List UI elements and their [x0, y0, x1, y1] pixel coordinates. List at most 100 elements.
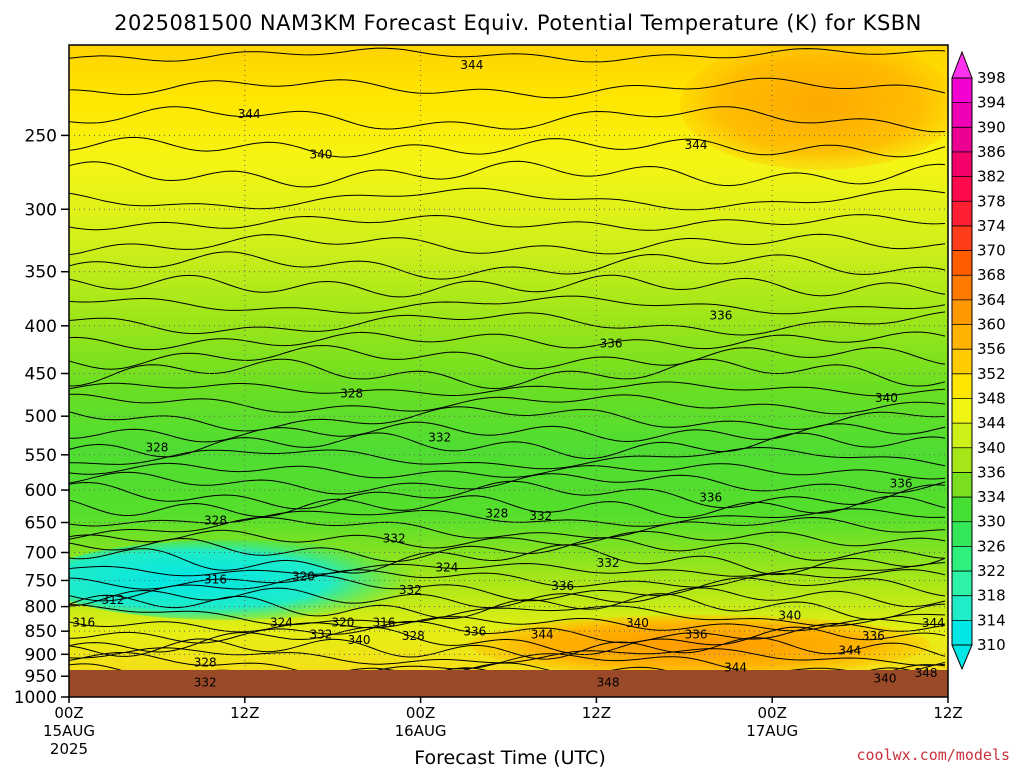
- colorbar-label: 330: [977, 513, 1006, 531]
- contour-label-text: 328: [194, 655, 217, 669]
- colorbar-segment: [952, 472, 972, 498]
- contour-label: 328: [194, 655, 217, 669]
- colorbar-segment: [952, 151, 972, 178]
- contour-line: [69, 295, 946, 315]
- y-tick-label: 800: [25, 598, 57, 618]
- contour-line: [69, 516, 946, 540]
- gridlines: [69, 45, 948, 697]
- contour-label-text: 336: [890, 476, 913, 490]
- contour-label: 340: [778, 609, 801, 623]
- contour-line: [69, 274, 946, 298]
- contour-line: [69, 574, 946, 602]
- contour-line: [69, 480, 946, 510]
- contour-label-text: 328: [204, 514, 227, 528]
- colorbar-label: 360: [977, 316, 1006, 334]
- contour-line: [69, 77, 946, 99]
- y-tick-label: 350: [25, 263, 57, 283]
- contour-label: 340: [310, 147, 333, 161]
- colorbar-label: 382: [977, 168, 1006, 186]
- contour-label-text: 344: [531, 627, 554, 641]
- colorbar-segment: [952, 201, 972, 227]
- low-theta-e-region: [69, 540, 420, 620]
- contour-line: [69, 311, 946, 336]
- colorbar-segment: [952, 447, 972, 473]
- colorbar-label: 340: [977, 439, 1006, 457]
- colorbar-label: 352: [977, 365, 1006, 383]
- contour-label-text: 336: [551, 579, 574, 593]
- contour-label: 332: [399, 583, 422, 597]
- contour-label: 344: [838, 644, 861, 658]
- colorbar-label: 364: [977, 291, 1006, 309]
- contour-label: 328: [204, 514, 227, 528]
- contour-line: [69, 508, 946, 527]
- contour-label-text: 332: [383, 531, 406, 545]
- contour-label: 336: [685, 627, 708, 641]
- y-axis: 250 300 350 400 450 500 550 600 650 700 750 800 850 9…: [14, 126, 69, 708]
- contour-line: [69, 562, 946, 577]
- contour-label-text: 332: [428, 431, 451, 445]
- contour-line: [69, 616, 946, 633]
- contour-label: 340: [875, 391, 898, 405]
- contour-line: [69, 251, 946, 280]
- contour-line: [69, 626, 946, 656]
- y-tick-label: 750: [25, 571, 57, 591]
- contour-label-text: 340: [874, 671, 897, 685]
- colorbar-segment: [952, 398, 972, 424]
- contour-label-text: 336: [862, 629, 885, 643]
- contour-label: 348: [915, 666, 938, 680]
- contour-label-text: 324: [436, 560, 459, 574]
- contour-label: 328: [402, 629, 425, 643]
- contour-line: [69, 652, 946, 677]
- contour-line: [69, 593, 946, 621]
- colorbar-label: 322: [977, 562, 1006, 580]
- y-tick-label: 500: [25, 407, 57, 427]
- colorbar-top-arrow: [951, 50, 973, 79]
- contour-label: 344: [922, 616, 945, 630]
- colorbar-segment: [952, 423, 972, 449]
- contour-label-text: 344: [922, 616, 945, 630]
- y-tick-label: 1000: [14, 688, 57, 708]
- colorbar-segment: [952, 250, 972, 276]
- contour-line: [69, 432, 946, 460]
- contour-label: 336: [699, 490, 722, 504]
- contour-label: 332: [194, 676, 217, 690]
- contour-label: 340: [874, 671, 897, 685]
- x-axis-label: Forecast Time (UTC): [414, 747, 605, 768]
- contour-line: [69, 544, 946, 576]
- colorbar-label: 334: [977, 488, 1006, 506]
- contour-label: 328: [145, 440, 168, 454]
- colorbar-label: 370: [977, 242, 1006, 260]
- contour-label: 312: [101, 593, 124, 607]
- contour-label-text: 324: [270, 615, 293, 629]
- contour-label: 328: [340, 387, 363, 401]
- colorbar-segment: [952, 324, 972, 350]
- x-tick-label: 00Z: [406, 704, 435, 722]
- contour-line: [69, 47, 946, 63]
- x-tick-label: 00Z: [758, 704, 787, 722]
- high-theta-e-region-upper: [680, 45, 948, 170]
- contour-label-text: 336: [600, 337, 623, 351]
- contour-line: [69, 637, 946, 660]
- contour-label: 336: [463, 625, 486, 639]
- contour-line: [69, 537, 946, 563]
- contour-label: 316: [204, 572, 227, 586]
- contour-label: 324: [270, 615, 293, 629]
- colorbar-segment: [952, 620, 972, 646]
- x-tick-label: 12Z: [933, 704, 962, 722]
- contour-label: 344: [685, 138, 708, 152]
- x-tick-date: 15AUG: [43, 722, 95, 740]
- colorbar-label: 356: [977, 340, 1006, 358]
- contour-line: [69, 136, 946, 158]
- contour-label-text: 344: [724, 661, 747, 675]
- contour-line: [69, 406, 946, 432]
- contour-label: 336: [890, 476, 913, 490]
- contour-line: [69, 344, 946, 370]
- colorbar-label: 386: [977, 143, 1006, 161]
- plot-frame: [68, 44, 949, 698]
- colorbar-segment: [952, 571, 972, 597]
- colorbar-segment: [952, 299, 972, 326]
- x-tick-date: 17AUG: [746, 722, 798, 740]
